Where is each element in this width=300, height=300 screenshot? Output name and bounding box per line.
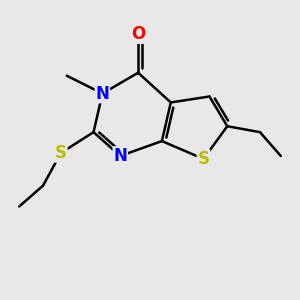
Text: S: S bbox=[55, 144, 67, 162]
Text: O: O bbox=[131, 25, 145, 43]
Text: S: S bbox=[197, 150, 209, 168]
Text: N: N bbox=[95, 85, 110, 103]
Text: N: N bbox=[113, 147, 127, 165]
